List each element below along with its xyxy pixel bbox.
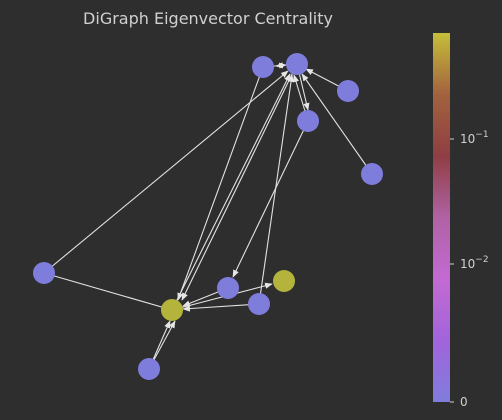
graph-node <box>217 277 239 299</box>
colorbar-tick-label: 0 <box>460 395 468 409</box>
colorbar-tick-label: 10−2 <box>460 255 489 271</box>
graph-edge <box>182 303 260 312</box>
graph-node <box>337 80 359 102</box>
graph-node <box>297 110 319 132</box>
graph-edge <box>301 73 373 175</box>
graph-node <box>252 56 274 78</box>
colorbar-tick-label: 10−1 <box>460 130 489 146</box>
graph-edge <box>232 120 309 278</box>
graph-edge <box>177 66 264 301</box>
graph-node <box>286 53 308 75</box>
chart-title: DiGraph Eigenvector Centrality <box>83 9 333 28</box>
graph-node <box>361 163 383 185</box>
graph-edge <box>43 272 173 312</box>
graph-edge <box>43 70 289 274</box>
colorbar: 10−1 10−2 0 <box>433 33 489 409</box>
graph-node <box>273 270 295 292</box>
graph-node <box>33 262 55 284</box>
graph-node <box>138 358 160 380</box>
graph-edge <box>181 63 298 301</box>
nodes-layer <box>33 53 383 380</box>
edges-layer <box>43 62 373 370</box>
colorbar-bar <box>433 33 450 402</box>
graph-node <box>248 293 270 315</box>
graph-node <box>161 299 183 321</box>
graph-edge <box>258 74 295 305</box>
graph-edge <box>171 73 291 311</box>
